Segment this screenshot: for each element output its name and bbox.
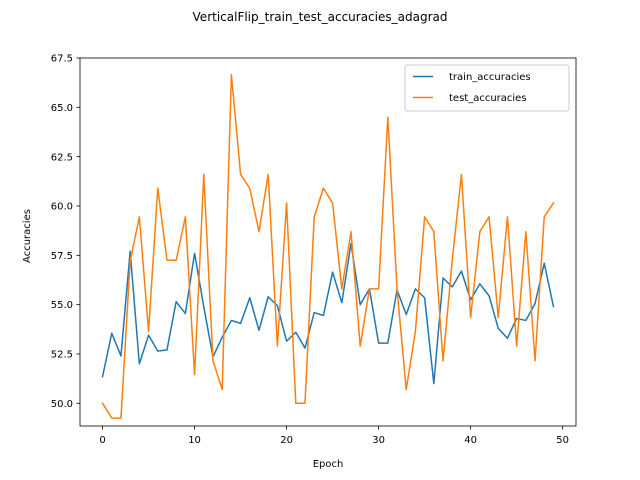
legend-label: test_accuracies <box>449 93 527 104</box>
plot-background <box>80 58 576 426</box>
y-tick-label: 67.5 <box>51 54 73 65</box>
y-tick-label: 50.0 <box>51 399 73 410</box>
axes-border <box>79 57 577 427</box>
plot-area <box>80 58 576 426</box>
legend: train_accuracies test_accuracies <box>404 64 570 112</box>
x-tick-label: 20 <box>280 435 293 446</box>
axes-frame <box>79 57 577 427</box>
x-axis-label: Epoch <box>313 459 344 470</box>
y-axis: 50.0 52.5 55.0 57.5 60.0 62.5 65.0 67.5 <box>51 54 80 410</box>
chart-title: VerticalFlip_train_test_accuracies_adagr… <box>193 10 448 24</box>
x-tick-label: 10 <box>188 435 201 446</box>
series-layer <box>101 74 555 419</box>
series-line-test-accuracies <box>101 74 555 419</box>
y-axis-label: Accuracies <box>22 209 33 263</box>
y-tick-label: 62.5 <box>51 152 73 163</box>
x-tick-label: 0 <box>99 435 105 446</box>
legend-box <box>404 64 570 112</box>
y-tick-label: 65.0 <box>51 103 73 114</box>
y-tick-label: 52.5 <box>51 350 73 361</box>
y-tick-label: 55.0 <box>51 300 73 311</box>
x-axis: 0 10 20 30 40 50 <box>99 426 569 446</box>
x-tick-label: 40 <box>464 435 477 446</box>
legend-label: train_accuracies <box>449 72 531 83</box>
y-tick-label: 57.5 <box>51 251 73 262</box>
x-tick-label: 50 <box>556 435 569 446</box>
x-tick-label: 30 <box>372 435 385 446</box>
y-tick-label: 60.0 <box>51 202 73 213</box>
series-line-train-accuracies <box>101 242 555 385</box>
